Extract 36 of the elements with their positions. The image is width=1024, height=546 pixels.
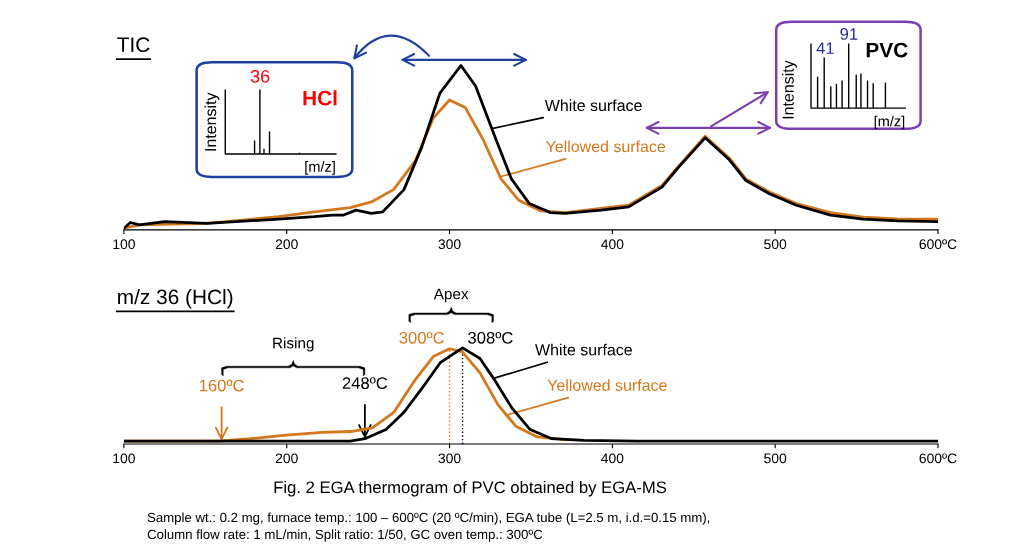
- x-tick-label: 100: [113, 453, 135, 464]
- text: 91: [840, 28, 858, 40]
- text: White surface: [535, 343, 632, 356]
- text: White surface: [544, 99, 642, 112]
- text: Yellowed surface: [547, 379, 667, 391]
- annotation: 248ºC: [342, 377, 388, 390]
- annotation: Intensity: [782, 60, 797, 119]
- x-tick-label: 300: [438, 239, 461, 250]
- text: Apex: [433, 288, 469, 303]
- caption: Fig. 2 EGA thermogram of PVC obtained by EGA-MS: [274, 480, 667, 497]
- text: Sample wt.: 0.2 mg, furnace temp.: 100 – 600ºC (20 ºC/min), EGA tube (L=2.5 m, i.d.=0.15 mm),: [147, 512, 710, 525]
- x-tick-label: 400: [601, 453, 624, 464]
- ref-line-label: 308ºC: [468, 331, 513, 344]
- x-tick-label: 200: [275, 239, 298, 250]
- annotation: Rising: [273, 337, 314, 352]
- x-tick-label: 200: [275, 453, 298, 464]
- annotation: [m/z]: [305, 161, 335, 175]
- annotation: 160ºC: [199, 379, 244, 392]
- x-tick-label: 500: [764, 453, 787, 464]
- series-label: Yellowed surface: [545, 140, 666, 153]
- x-tick-label: 400: [601, 239, 624, 250]
- text: PVC: [866, 42, 908, 58]
- annotation: Intensity: [204, 92, 220, 151]
- x-tick-label: 300: [438, 453, 461, 464]
- annotation: [m/z]: [874, 115, 905, 130]
- ref-line-label: 300ºC: [399, 331, 445, 344]
- chart-title: m/z 36 (HCl): [118, 289, 233, 309]
- text: 41: [816, 42, 834, 54]
- annotation: 36: [250, 69, 270, 83]
- x-tick-label: 100: [113, 239, 135, 250]
- x-tick-label: 600ºC: [919, 239, 957, 250]
- x-tick-label: 600ºC: [919, 453, 957, 464]
- text: Column flow rate: 1 mL/min, Split ratio: 1/50, GC oven temp.: 300ºC: [147, 529, 543, 542]
- annotation: HCl: [303, 90, 337, 106]
- chart-title: TIC: [117, 37, 150, 53]
- x-tick-label: 500: [764, 239, 787, 250]
